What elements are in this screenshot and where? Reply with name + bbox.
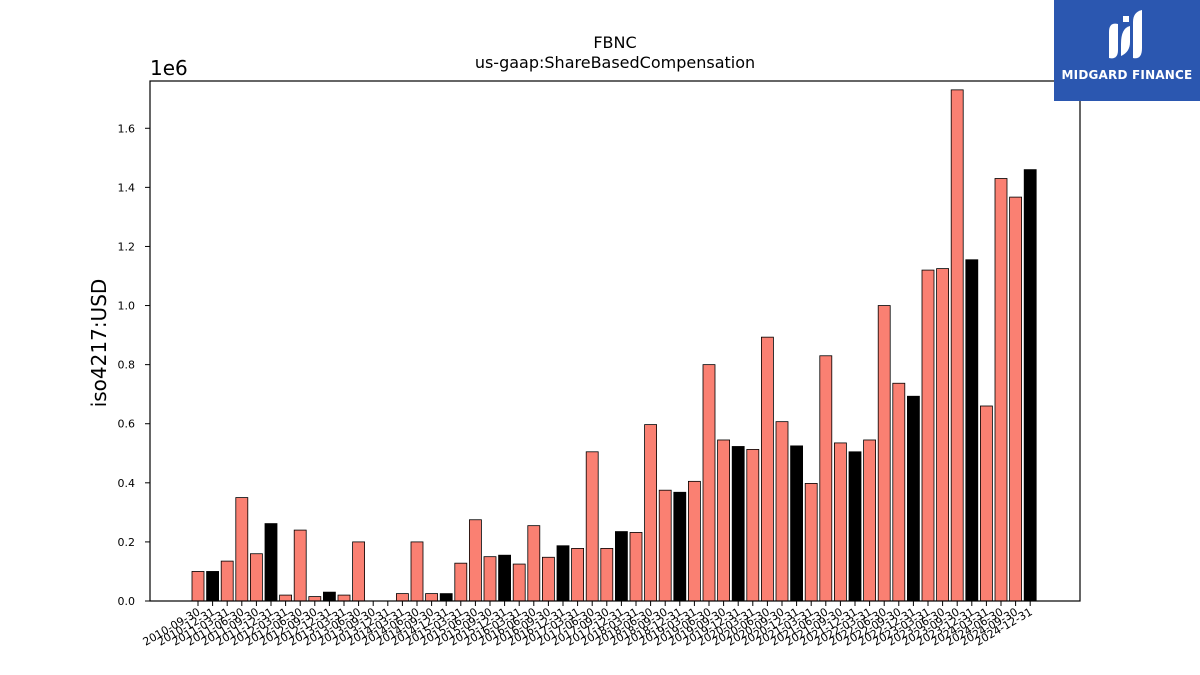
bar-2014-03-31 bbox=[395, 593, 409, 602]
bar-2022-03-31 bbox=[863, 439, 876, 602]
bar-2012-12-31 bbox=[322, 591, 336, 602]
x-axis: 2010-09-302010-12-312011-03-312011-06-30… bbox=[141, 601, 1035, 649]
bar-2022-12-31 bbox=[907, 395, 920, 602]
y-tick-label: 0.2 bbox=[118, 536, 136, 549]
chart-subtitle: us-gaap:ShareBasedCompensation bbox=[475, 53, 755, 72]
bar-2024-06-30 bbox=[994, 178, 1008, 602]
bar-2016-12-31 bbox=[556, 545, 570, 602]
bar-2012-06-30 bbox=[293, 529, 307, 602]
bar-2019-12-31 bbox=[731, 446, 745, 602]
bar-2016-09-30 bbox=[542, 556, 555, 602]
bar-2011-12-31 bbox=[264, 523, 278, 602]
bar-2022-09-30 bbox=[892, 382, 906, 602]
bar-2024-12-31 bbox=[1023, 169, 1037, 602]
y-exponent-label: 1e6 bbox=[150, 56, 188, 80]
bar-2020-03-31 bbox=[746, 449, 760, 602]
bar-2015-09-30 bbox=[483, 556, 497, 602]
bar-2020-06-30 bbox=[761, 336, 774, 602]
bar-2021-03-31 bbox=[804, 483, 818, 602]
bar-2017-03-31 bbox=[571, 548, 584, 602]
y-tick-label: 1.4 bbox=[118, 181, 136, 194]
y-tick-label: 0.0 bbox=[118, 595, 136, 608]
bar-2013-06-30 bbox=[352, 541, 366, 602]
bar-2017-06-30 bbox=[585, 451, 599, 602]
bar-2023-06-30 bbox=[936, 268, 949, 602]
bar-2018-03-31 bbox=[629, 532, 643, 602]
y-tick-label: 1.2 bbox=[118, 240, 136, 253]
bar-2017-12-31 bbox=[615, 531, 628, 602]
bar-2014-12-31 bbox=[439, 593, 453, 602]
bar-2017-09-30 bbox=[600, 548, 614, 602]
bar-2019-09-30 bbox=[717, 439, 730, 602]
bar-2015-06-30 bbox=[468, 519, 482, 602]
bar-2014-06-30 bbox=[410, 541, 424, 602]
y-tick-label: 1.0 bbox=[118, 300, 136, 313]
bar-2021-06-30 bbox=[819, 355, 833, 602]
bar-2018-09-30 bbox=[658, 489, 672, 602]
midgard-logo-icon bbox=[1109, 10, 1142, 59]
bar-2011-09-30 bbox=[249, 553, 263, 602]
bar-2019-03-31 bbox=[688, 480, 701, 602]
bar-2011-06-30 bbox=[235, 497, 249, 602]
bar-2024-03-31 bbox=[980, 405, 993, 602]
bar-2015-03-31 bbox=[454, 562, 468, 602]
bar-2010-09-30 bbox=[191, 571, 205, 602]
bar-2016-03-31 bbox=[512, 563, 526, 602]
bar-2023-09-30 bbox=[950, 89, 964, 602]
plot-frame bbox=[149, 80, 1081, 602]
bar-2023-03-31 bbox=[921, 269, 935, 602]
bar-2018-12-31 bbox=[673, 491, 687, 602]
y-axis-label: iso4217:USD bbox=[87, 279, 111, 408]
bar-2022-06-30 bbox=[877, 305, 891, 602]
bars-group bbox=[191, 89, 1037, 602]
y-tick-label: 0.4 bbox=[118, 477, 136, 490]
bar-2011-03-31 bbox=[220, 560, 234, 602]
y-axis: 0.0 0.2 0.4 0.6 0.8 1.0 1.2 1.4 1.6 bbox=[118, 122, 150, 608]
bar-2021-12-31 bbox=[848, 451, 862, 602]
bar-2014-09-30 bbox=[425, 593, 439, 602]
y-tick-label: 0.8 bbox=[118, 359, 136, 372]
bar-2016-06-30 bbox=[527, 525, 541, 602]
bar-2019-06-30 bbox=[702, 364, 716, 602]
bar-2012-09-30 bbox=[308, 596, 322, 602]
y-tick-label: 1.6 bbox=[118, 122, 136, 135]
y-tick-label: 0.6 bbox=[118, 418, 136, 431]
bar-2015-12-31 bbox=[498, 554, 512, 602]
bar-2020-12-31 bbox=[790, 445, 803, 602]
brand-logo-text: MIDGARD FINANCE bbox=[1061, 68, 1193, 82]
bar-2010-12-31 bbox=[206, 571, 220, 602]
bar-2023-12-31 bbox=[965, 259, 979, 602]
bar-2021-09-30 bbox=[834, 442, 847, 602]
bar-2024-09-30 bbox=[1009, 196, 1022, 602]
bar-2020-09-30 bbox=[775, 421, 789, 602]
bar-2018-06-30 bbox=[644, 424, 657, 602]
bar-2012-03-31 bbox=[279, 594, 293, 602]
chart-title: FBNC bbox=[593, 33, 636, 52]
bar-2013-03-31 bbox=[337, 594, 351, 602]
brand-logo: MIDGARD FINANCE bbox=[1054, 0, 1200, 101]
